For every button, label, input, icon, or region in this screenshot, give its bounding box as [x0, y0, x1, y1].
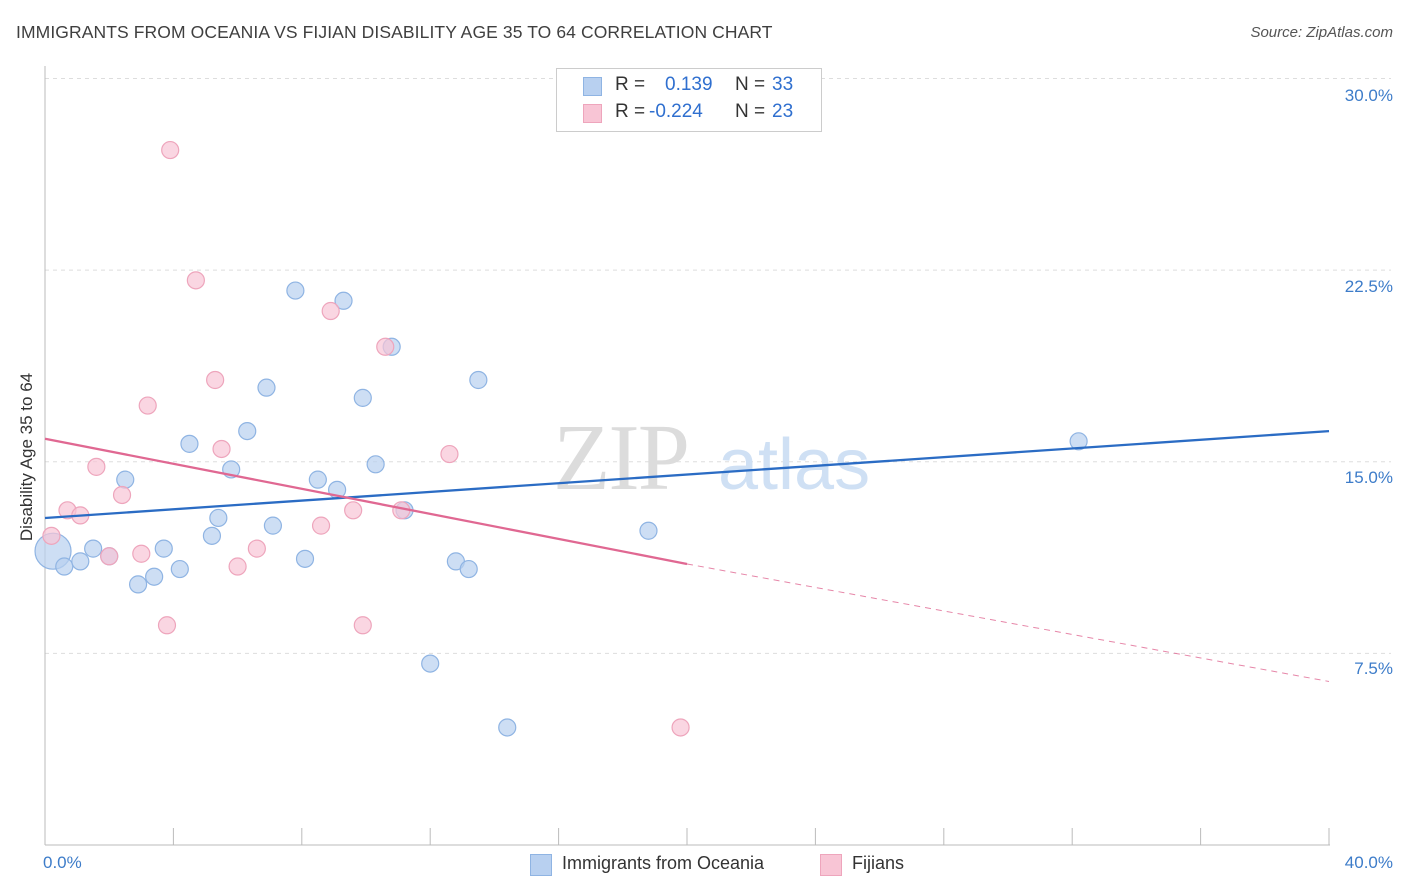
x-tick-label-max: 40.0% [1344, 853, 1393, 872]
oceania-point [170, 559, 189, 579]
oceania-point [459, 559, 478, 579]
gridlines [45, 78, 1391, 654]
fijian-point [161, 140, 180, 160]
oceania-point [469, 370, 488, 390]
n-value: 23 [772, 101, 794, 122]
watermark: ZIP atlas [553, 406, 870, 510]
fijian-point [247, 539, 266, 558]
oceania-point [145, 567, 164, 586]
oceania-point [334, 291, 353, 310]
y-axis-label: Disability Age 35 to 64 [17, 372, 36, 542]
oceania-point [421, 654, 440, 673]
axes [44, 66, 1330, 846]
oceania-point [55, 557, 74, 576]
oceania-point [498, 718, 517, 737]
oceania-point [286, 281, 305, 300]
oceania-trend-line [44, 429, 1330, 520]
oceania-point [84, 539, 103, 558]
fijian-point [311, 516, 331, 535]
oceania-point [154, 539, 173, 558]
fijian-point [376, 337, 395, 356]
chart-title: IMMIGRANTS FROM OCEANIA VS FIJIAN DISABI… [16, 22, 773, 42]
fijian-point [440, 444, 459, 464]
stats-legend: R = 0.139 N = 33 R = -0.224 N = 23 [556, 68, 822, 132]
oceania-point [180, 434, 199, 453]
oceania-point [639, 521, 658, 540]
points-layer [34, 140, 1088, 737]
y-tick-label: 30.0% [1344, 86, 1393, 105]
n-label: N = [735, 101, 766, 122]
fijian-point [87, 457, 106, 476]
watermark-atlas: atlas [718, 425, 870, 505]
fijian-point [100, 547, 119, 566]
fijian-point [186, 271, 205, 290]
legend-label: Immigrants from Oceania [562, 853, 765, 873]
oceania-point [366, 455, 385, 474]
r-label: R = [615, 74, 646, 95]
bottom-legend: Immigrants from Oceania Fijians [0, 852, 1406, 878]
r-value: 0.139 [665, 74, 713, 95]
n-label: N = [735, 74, 766, 95]
oceania-point [116, 470, 135, 489]
oceania-point [202, 526, 222, 545]
stats-row-fijians: R = -0.224 N = 23 [557, 100, 821, 127]
n-value: 33 [772, 74, 794, 95]
fijian-point [228, 557, 247, 576]
fijian-trend-line-extrapolated [686, 563, 1330, 682]
r-value: -0.224 [649, 101, 703, 122]
r-label: R = [615, 101, 646, 122]
x-tick-label-min: 0.0% [43, 853, 82, 872]
source-label: Source: ZipAtlas.com [1250, 24, 1393, 41]
fijian-point [138, 396, 157, 415]
fijian-point [212, 439, 231, 459]
pink-swatch [583, 104, 602, 123]
oceania-point [1069, 432, 1088, 451]
fijian-point [206, 370, 225, 390]
oceania-point [238, 421, 257, 441]
blue-swatch [530, 854, 552, 876]
fijian-point [344, 501, 363, 520]
oceania-point [308, 470, 327, 489]
oceania-point [257, 378, 276, 397]
oceania-point [209, 508, 228, 528]
fijian-point [353, 616, 372, 635]
fijian-trend-line [44, 437, 688, 566]
y-tick-label: 22.5% [1344, 277, 1393, 296]
fijian-point [42, 526, 61, 545]
trend-layer [44, 429, 1330, 682]
oceania-point [353, 388, 372, 407]
fijian-point [671, 718, 690, 737]
fijian-point [112, 485, 132, 505]
fijian-point [157, 616, 177, 635]
fijian-point [132, 544, 151, 563]
oceania-point [263, 516, 283, 535]
oceania-point [128, 575, 148, 594]
legend-label: Fijians [852, 853, 905, 873]
blue-swatch [583, 77, 602, 96]
oceania-point [71, 552, 90, 571]
stats-row-oceania: R = 0.139 N = 33 [557, 73, 821, 100]
fijian-point [321, 301, 340, 321]
pink-swatch [820, 854, 842, 876]
oceania-point [295, 549, 315, 568]
y-tick-label: 7.5% [1354, 659, 1393, 678]
watermark-zip: ZIP [553, 406, 688, 510]
y-tick-label: 15.0% [1344, 468, 1393, 487]
